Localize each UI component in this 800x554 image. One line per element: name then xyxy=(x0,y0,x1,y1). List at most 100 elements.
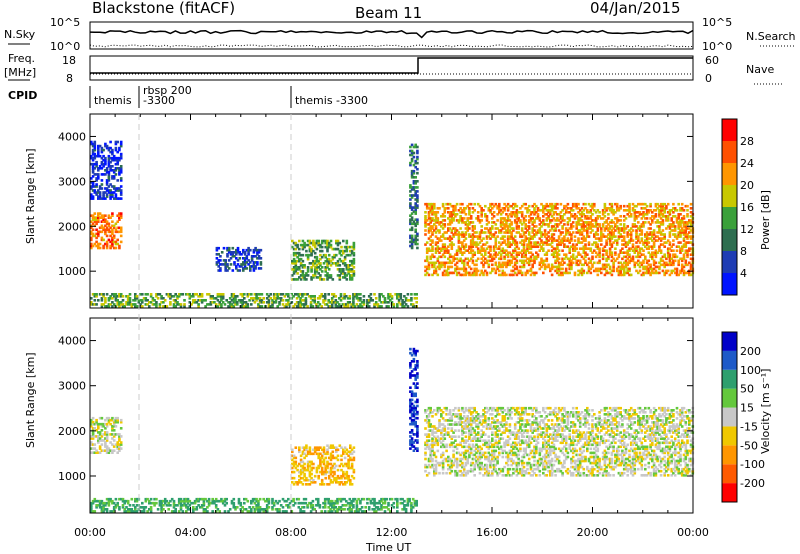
velocity-cell xyxy=(111,437,114,440)
power-cell xyxy=(656,219,659,222)
power-cell xyxy=(640,225,644,228)
power-cell xyxy=(369,293,373,296)
power-cell xyxy=(100,293,104,296)
power-cell xyxy=(332,301,336,304)
power-cell xyxy=(593,233,596,236)
power-cell xyxy=(436,237,440,240)
power-cell xyxy=(531,231,534,234)
power-cell xyxy=(412,171,416,175)
power-cell xyxy=(603,265,607,269)
velocity-cell xyxy=(324,452,327,456)
power-cell xyxy=(642,273,645,277)
power-cell xyxy=(668,247,672,250)
power-cell xyxy=(492,249,496,252)
power-cell xyxy=(452,207,455,210)
velocity-cell xyxy=(362,510,366,513)
power-cell xyxy=(608,249,612,252)
power-cell xyxy=(459,251,462,254)
velocity-cell xyxy=(126,510,130,513)
power-cell xyxy=(322,262,326,265)
power-cell xyxy=(450,245,454,248)
power-cell xyxy=(506,243,510,246)
power-cell xyxy=(309,305,313,308)
power-cell xyxy=(476,249,480,252)
power-cell xyxy=(330,299,334,302)
power-cell xyxy=(119,193,123,196)
power-cell xyxy=(156,293,160,296)
power-cell xyxy=(614,251,617,254)
power-cell xyxy=(292,259,296,263)
power-cell xyxy=(478,249,482,252)
power-cell xyxy=(148,305,151,308)
power-cell xyxy=(436,221,440,224)
power-cell xyxy=(540,259,543,263)
power-cell xyxy=(610,243,614,246)
power-cell xyxy=(102,195,105,198)
velocity-cell xyxy=(148,501,151,505)
velocity-cell xyxy=(376,506,380,509)
power-cell xyxy=(243,301,246,304)
power-cell xyxy=(663,263,666,267)
power-cell xyxy=(556,257,559,261)
velocity-cell xyxy=(336,501,339,505)
power-cell xyxy=(303,241,306,245)
power-cell xyxy=(105,193,109,196)
velocity-cell xyxy=(239,501,243,505)
power-cell xyxy=(104,173,107,176)
velocity-cell xyxy=(149,510,153,513)
power-cell xyxy=(663,271,666,275)
power-cell xyxy=(100,167,104,170)
power-cell xyxy=(260,301,264,304)
velocity-cell xyxy=(265,508,269,511)
power-cell xyxy=(538,229,542,232)
power-cell xyxy=(647,209,651,212)
power-cell xyxy=(298,268,301,271)
power-cell xyxy=(622,237,626,240)
power-cell xyxy=(661,233,665,236)
power-cell xyxy=(414,192,417,195)
power-cell xyxy=(455,261,459,265)
power-cell xyxy=(104,218,107,221)
velocity-cell xyxy=(98,445,102,448)
power-cell xyxy=(345,253,349,257)
cpid-segment-rbsp-1: rbsp 200 xyxy=(143,84,192,97)
velocity-cell xyxy=(91,433,95,436)
power-cell xyxy=(447,251,450,254)
power-cell xyxy=(318,297,322,300)
power-cell xyxy=(668,225,672,228)
power-cell xyxy=(554,223,557,226)
power-cell xyxy=(169,301,172,304)
power-cell xyxy=(615,227,619,230)
power-cell xyxy=(176,297,179,300)
power-cell xyxy=(503,241,506,244)
power-cell xyxy=(292,278,296,281)
velocity-cell xyxy=(146,510,149,513)
power-cell xyxy=(501,249,505,252)
power-cell xyxy=(498,211,501,214)
power-cell xyxy=(635,241,638,244)
power-cell xyxy=(561,217,564,220)
power-cell xyxy=(638,211,642,214)
power-cell xyxy=(524,207,527,210)
velocity-cell xyxy=(97,504,100,507)
velocity-cell xyxy=(326,464,329,468)
power-cell xyxy=(427,211,431,214)
power-cell xyxy=(598,223,601,226)
velocity-cell xyxy=(109,441,112,444)
power-cell xyxy=(238,257,242,260)
power-cell xyxy=(416,190,419,193)
velocity-cell xyxy=(257,501,260,505)
power-cell xyxy=(682,257,686,261)
power-cell xyxy=(429,217,432,220)
velocity-cell xyxy=(311,504,315,507)
power-cell xyxy=(526,209,529,212)
power-cell xyxy=(496,204,499,208)
power-cell xyxy=(416,234,419,238)
velocity-cell xyxy=(383,501,387,505)
power-cell xyxy=(320,305,323,308)
power-cell xyxy=(359,293,362,296)
velocity-cell xyxy=(214,504,218,507)
power-cell xyxy=(97,191,100,194)
